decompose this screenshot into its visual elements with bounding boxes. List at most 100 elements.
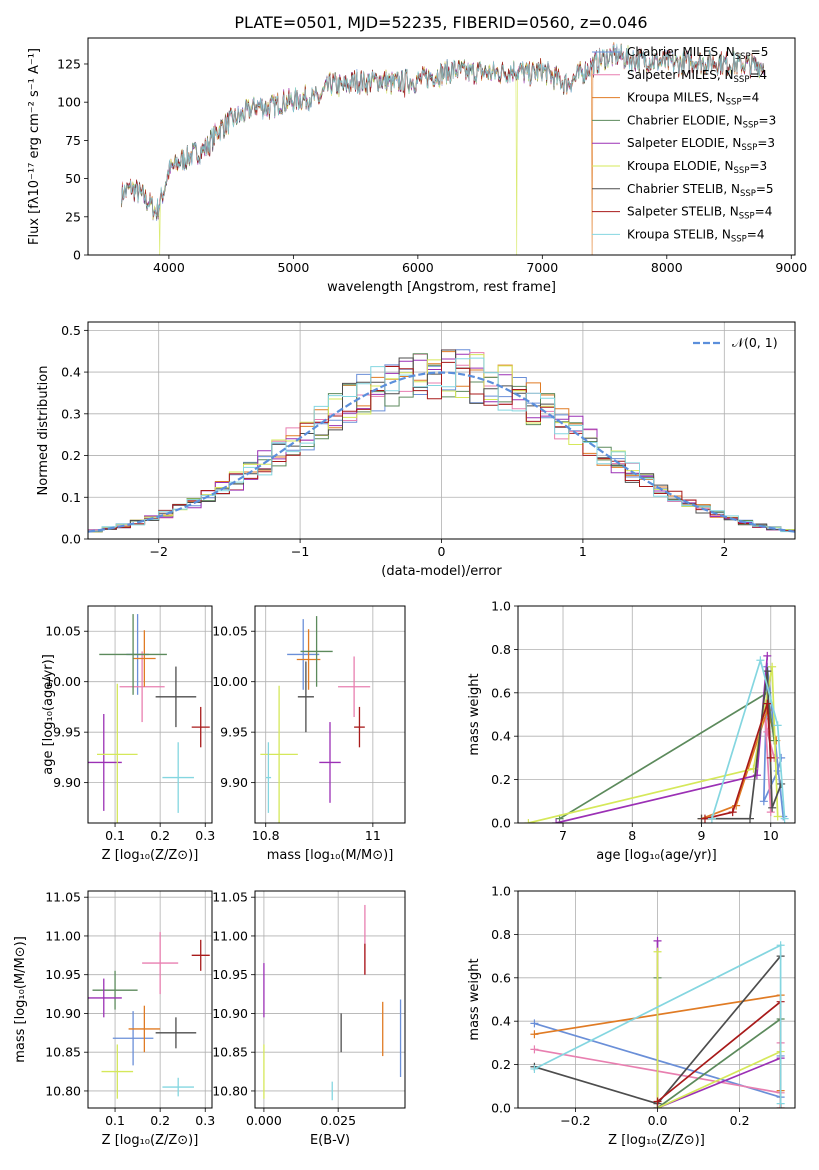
weight-marker: [653, 936, 662, 945]
y-tick-label: 10.00: [212, 674, 248, 689]
y-tick-label: 10.95: [212, 967, 248, 982]
x-tick-label: 5000: [277, 260, 309, 275]
panel-weight-vs-z: −0.2 0.0 0.2 0.0 0.2 0.4 0.6 0.8 1.0 Z [log₁₀(Z/Z…: [467, 884, 796, 1148]
y-axis-label: age [log₁₀(age/yr)]: [41, 654, 56, 775]
y-tick-label: 10.85: [212, 1045, 248, 1060]
axes-frame: [87, 890, 213, 1109]
x-tick-label: 0.0: [648, 1113, 668, 1128]
y-tick-label: 75: [65, 133, 81, 148]
plot-area: [88, 932, 210, 1099]
y-tick-label: 9.90: [53, 775, 81, 790]
weight-marker: [530, 1030, 539, 1039]
legend-label: Kroupa STELIB, NSSP=4: [627, 227, 765, 244]
y-tick-label: 10.05: [45, 624, 81, 639]
y-axis-label: Flux [fλ10⁻¹⁷ erg cm⁻² s⁻¹ A⁻¹]: [27, 48, 42, 245]
y-tick-label: 10.90: [212, 1006, 248, 1021]
y-tick-label: 10.95: [45, 967, 81, 982]
y-tick-label: 50: [65, 171, 81, 186]
x-axis-label: E(B-V): [310, 1133, 350, 1148]
y-axis-label: mass weight: [467, 673, 482, 755]
x-axis-label: Z [log₁₀(Z/Z⊙)]: [102, 1133, 199, 1148]
x-tick-label: 0.2: [150, 1113, 170, 1128]
y-tick-label: 10.05: [212, 624, 248, 639]
axes-frame: [87, 37, 796, 256]
x-tick-label: 10: [763, 828, 779, 843]
x-axis-label: Z [log₁₀(Z/Z⊙)]: [102, 848, 199, 863]
plot-area: [88, 349, 795, 533]
x-axis-label: age [log₁₀(age/yr)]: [596, 848, 717, 863]
y-tick-label: 11.00: [212, 928, 248, 943]
legend-label: Kroupa MILES, NSSP=4: [627, 91, 759, 108]
x-tick-label: −2: [149, 544, 167, 559]
y-tick-label: 0.2: [61, 448, 81, 463]
axes-frame: [517, 890, 796, 1109]
x-tick-label: 0.2: [150, 828, 170, 843]
weight-marker: [776, 941, 785, 950]
x-tick-label: 7: [559, 828, 567, 843]
y-tick-label: 125: [57, 56, 81, 71]
y-tick-label: 0.0: [491, 816, 511, 831]
weight-marker: [763, 651, 772, 660]
x-tick-label: 7000: [526, 260, 558, 275]
axes-frame: [87, 321, 796, 540]
plot-area: [524, 651, 789, 823]
x-tick-label: 11: [365, 828, 381, 843]
weight-marker: [653, 947, 662, 956]
weight-line-7: [704, 703, 772, 820]
weight-line-5: [656, 951, 781, 1108]
weight-marker: [728, 808, 737, 817]
x-axis-label: (data-model)/error: [381, 564, 502, 579]
weight-marker: [768, 803, 777, 812]
weight-marker: [768, 662, 777, 671]
y-tick-label: 0.6: [491, 685, 511, 700]
y-tick-label: 0.4: [491, 729, 511, 744]
weight-marker: [773, 812, 782, 821]
plot-layer: 4000 5000 6000 7000 8000 90000255075100125wav…: [13, 37, 807, 1148]
legend-label: Kroupa ELODIE, NSSP=3: [627, 159, 767, 176]
y-tick-label: 0.0: [491, 1101, 511, 1116]
x-tick-label: 9: [698, 828, 706, 843]
y-tick-label: 0.8: [491, 927, 511, 942]
weight-marker: [530, 1064, 539, 1073]
y-tick-label: 0: [73, 248, 81, 263]
y-tick-label: 10.85: [45, 1045, 81, 1060]
y-tick-label: 10.80: [212, 1083, 248, 1098]
weight-line-8: [711, 657, 786, 819]
axes-frame: [254, 605, 406, 824]
weight-marker: [780, 814, 789, 823]
weight-marker: [773, 721, 782, 730]
histogram-7: [88, 361, 795, 532]
x-tick-label: 6000: [402, 260, 434, 275]
weight-marker: [756, 656, 765, 665]
weight-marker: [552, 819, 561, 823]
x-tick-label: 0.3: [195, 828, 215, 843]
panel-age-vs-mass: 10.8 11 9.90 9.95 10.00 10.05 mass [log₁₀(M/M⊙…: [212, 605, 406, 863]
legend-label: Chabrier STELIB, NSSP=5: [627, 182, 774, 199]
y-tick-label: 9.95: [220, 725, 248, 740]
legend-label: Salpeter STELIB, NSSP=4: [627, 205, 772, 222]
x-tick-label: 0.2: [730, 1113, 750, 1128]
y-tick-label: 0.2: [491, 772, 511, 787]
y-tick-label: 11.05: [212, 890, 248, 905]
y-tick-label: 0.2: [491, 1057, 511, 1072]
plot-area: [121, 42, 765, 255]
weight-marker: [766, 808, 775, 817]
x-tick-label: 4000: [153, 260, 185, 275]
legend-label: 𝒩(0, 1): [732, 335, 778, 350]
x-tick-label: 8: [628, 828, 636, 843]
y-tick-label: 10.80: [45, 1083, 81, 1098]
x-tick-label: 0.1: [105, 1113, 125, 1128]
weight-marker: [524, 819, 533, 823]
weight-marker: [530, 1019, 539, 1028]
y-axis-label: mass weight: [467, 958, 482, 1040]
panel-age-vs-z: 0.1 0.2 0.3 9.90 9.95 10.00 10.05 Z [log₁₀(Z/Z⊙…: [41, 605, 215, 863]
weight-marker: [763, 667, 772, 676]
plot-area: [530, 936, 785, 1108]
weight-marker: [700, 814, 709, 823]
weight-marker: [776, 1099, 785, 1108]
weight-marker: [653, 1097, 662, 1106]
histogram-6: [88, 349, 795, 533]
x-tick-label: 9000: [775, 260, 807, 275]
y-tick-label: 9.95: [53, 725, 81, 740]
panel-mass-vs-z: 0.1 0.2 0.3 10.80 10.85 10.90 10.95 11.00 11.05 Z…: [13, 890, 215, 1148]
